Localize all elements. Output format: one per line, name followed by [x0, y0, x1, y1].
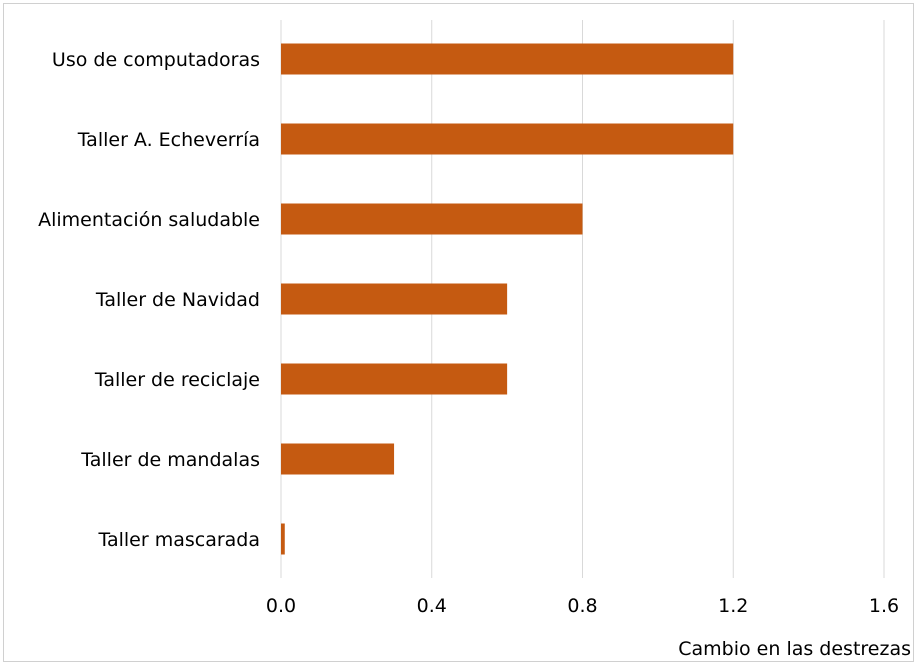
x-tick-label: 0.8: [567, 595, 597, 617]
category-label: Taller mascarada: [98, 529, 261, 551]
bar: [281, 283, 508, 315]
category-label: Taller A. Echeverría: [77, 129, 260, 151]
category-label: Taller de Navidad: [95, 289, 260, 311]
category-label: Uso de computadoras: [52, 49, 260, 71]
category-label: Alimentación saludable: [38, 209, 260, 231]
category-label: Taller de mandalas: [80, 449, 260, 471]
chart-frame: [3, 3, 914, 662]
category-label: Taller de reciclaje: [94, 369, 260, 391]
category-labels: Uso de computadoras Taller A. Echeverría A…: [38, 49, 260, 551]
bar: [281, 363, 508, 395]
bars: [281, 43, 734, 555]
x-tick-label: 1.6: [869, 595, 899, 617]
x-tick-label: 0.4: [417, 595, 447, 617]
x-axis-title: Cambio en las destrezas: [678, 638, 911, 660]
bar: [281, 443, 395, 475]
bar: [281, 523, 285, 555]
bar: [281, 43, 734, 75]
x-tick-label: 1.2: [718, 595, 748, 617]
x-tick-labels: 0.0 0.4 0.8 1.2 1.6: [266, 595, 899, 617]
bar: [281, 123, 734, 155]
bar: [281, 203, 583, 235]
x-tick-label: 0.0: [266, 595, 296, 617]
